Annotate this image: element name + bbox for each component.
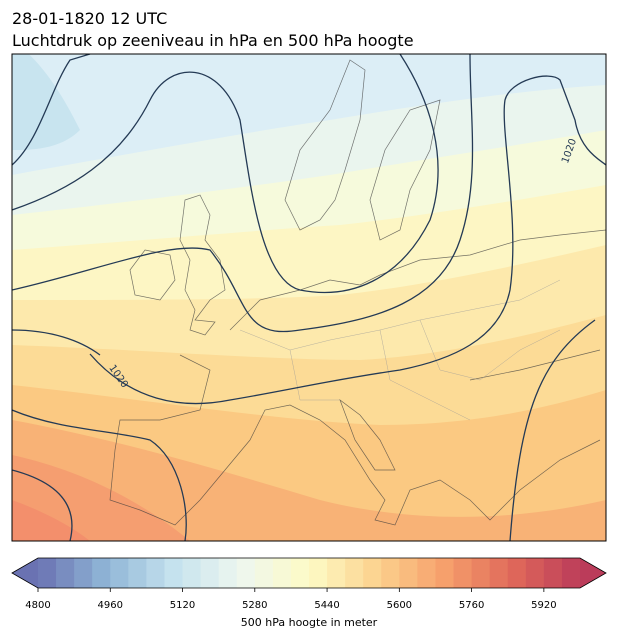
field-band [12, 500, 90, 541]
colorbar-tick-label: 5440 [314, 600, 339, 611]
coastline [109, 354, 601, 526]
colorbar-band [435, 558, 455, 588]
colorbar-band [38, 558, 57, 588]
colorbar-band [110, 558, 129, 588]
colorbar-band [381, 558, 400, 588]
colorbar-band [146, 558, 165, 588]
colorbar-band [363, 558, 382, 588]
isobar [12, 329, 101, 356]
colorbar-tick-label: 5600 [387, 600, 412, 611]
isobar [89, 75, 606, 405]
field-band [12, 420, 606, 541]
subtitle: Luchtdruk op zeeniveau in hPa en 500 hPa… [12, 31, 414, 50]
colorbar-band [309, 558, 328, 588]
isobar [12, 469, 73, 541]
map: 1020 1020 [12, 54, 606, 541]
coastline [129, 249, 176, 301]
colorbar-band [417, 558, 436, 588]
colorbar-band [471, 558, 491, 588]
colorbar-band [327, 558, 346, 588]
colorbar-tick-label: 5120 [170, 600, 195, 611]
isobar [12, 54, 91, 166]
colorbar-band [543, 558, 563, 588]
coastline [339, 399, 396, 471]
isobar [12, 54, 439, 294]
coastline [179, 194, 226, 336]
colorbar-band [236, 558, 256, 588]
colorbar-tick-label: 5280 [242, 600, 267, 611]
colorbar-band [56, 558, 75, 588]
coastline [284, 59, 366, 231]
colorbar-tick-label: 4800 [25, 600, 50, 611]
colorbar-tick-label: 5760 [459, 600, 484, 611]
colorbar-band [489, 558, 509, 588]
colorbar-band [164, 558, 184, 588]
field-band [12, 54, 80, 150]
title: 28-01-1820 12 UTC [12, 9, 167, 28]
colorbar-band [128, 558, 147, 588]
colorbar: 4800 4960 5120 5280 5440 5600 5760 5920 [11, 557, 607, 611]
colorbar-band [200, 558, 220, 588]
colorbar-band [399, 558, 418, 588]
colorbar-label: 500 hPa hoogte in meter [241, 616, 378, 629]
colorbar-band [74, 558, 93, 588]
isobar [12, 409, 187, 541]
colorbar-extend [12, 558, 38, 588]
map-frame [11, 53, 607, 542]
colorbar-band [561, 558, 581, 588]
colorbar-band [453, 558, 473, 588]
colorbar-band [272, 558, 292, 588]
colorbar-extend [580, 558, 606, 588]
colorbar-band [525, 558, 545, 588]
colorbar-tick-label: 5920 [531, 600, 556, 611]
colorbar-band [218, 558, 238, 588]
colorbar-band [182, 558, 202, 588]
colorbar-band [290, 558, 310, 588]
isobar [12, 54, 474, 333]
colorbar-band [345, 558, 364, 588]
colorbar-band [254, 558, 274, 588]
colorbar-tick-label: 4960 [98, 600, 123, 611]
field-band [12, 455, 190, 541]
coastline [229, 229, 606, 331]
border [239, 279, 561, 421]
colorbar-band [507, 558, 527, 588]
coastline [369, 99, 441, 241]
isobar [509, 319, 596, 541]
coastline [469, 349, 601, 381]
colorbar-band [92, 558, 111, 588]
